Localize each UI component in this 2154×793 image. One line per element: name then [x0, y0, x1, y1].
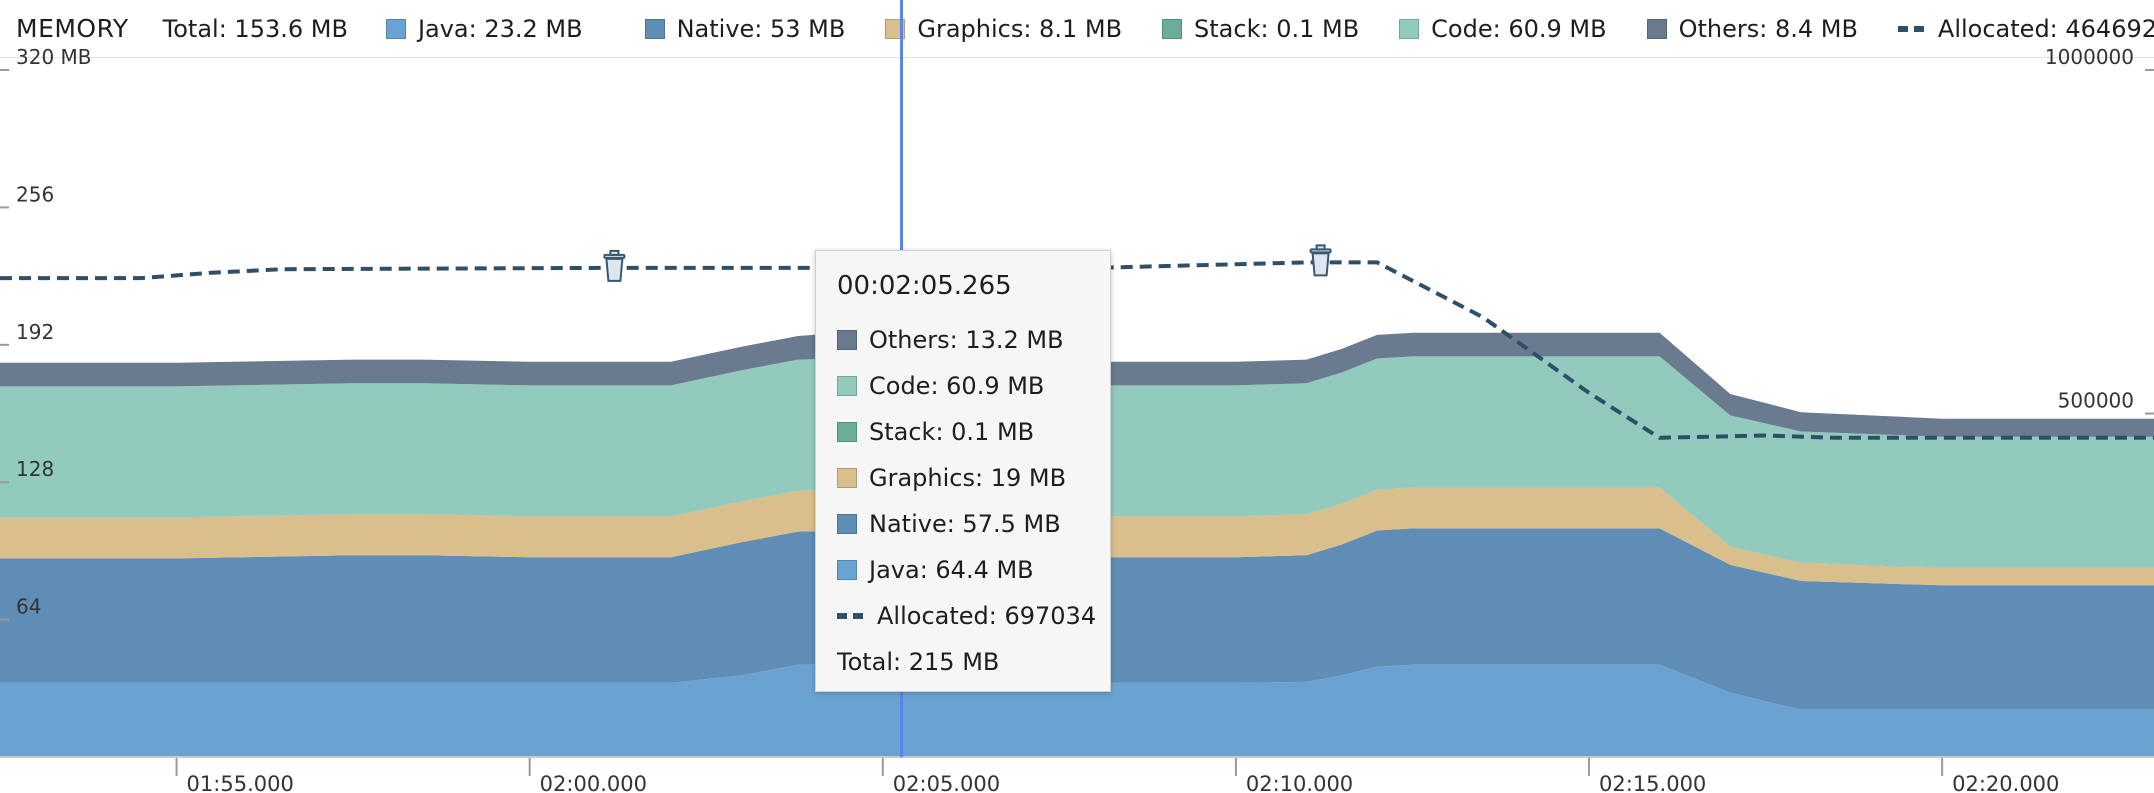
tooltip-java-swatch: [837, 560, 857, 580]
legend-allocated-label: Allocated: 464692: [1937, 14, 2154, 43]
tooltip-graphics-label: Graphics: 19 MB: [869, 464, 1067, 492]
tooltip-stack-swatch: [837, 422, 857, 442]
y2-tick-label-1: 500000: [2058, 389, 2134, 413]
area-java: [0, 662, 2154, 757]
tooltip-others-label: Others: 13.2 MB: [869, 326, 1064, 354]
legend-others-label: Others: 8.4 MB: [1678, 14, 1858, 43]
x-tick-label-3: 02:10.000: [1246, 772, 1353, 793]
legend-title: MEMORY: [16, 14, 129, 43]
y2-tick-label-0: 1000000: [2045, 45, 2134, 69]
x-tick-label-5: 02:20.000: [1952, 772, 2059, 793]
legend-stack: Stack: 0.1 MB: [1162, 15, 1359, 43]
legend-code-swatch: [1399, 18, 1420, 39]
tooltip-row-stack: Stack: 0.1 MB: [837, 409, 1110, 455]
legend-graphics-label: Graphics: 8.1 MB: [917, 14, 1123, 43]
x-tick-label-4: 02:15.000: [1599, 772, 1706, 793]
tooltip-row-native: Native: 57.5 MB: [837, 501, 1110, 547]
y-tick-label-4: 64: [16, 595, 41, 619]
legend-stack-label: Stack: 0.1 MB: [1194, 14, 1360, 43]
legend-native-label: Native: 53 MB: [676, 14, 846, 43]
tooltip-row-graphics: Graphics: 19 MB: [837, 455, 1110, 501]
memory-legend: MEMORY Total: 153.6 MB Java: 23.2 MB Nat…: [0, 0, 2154, 58]
tooltip-native-label: Native: 57.5 MB: [869, 510, 1061, 538]
tooltip-time: 00:02:05.265: [837, 271, 1012, 301]
y-tick-label-2: 192: [16, 320, 54, 344]
legend-java: Java: 23.2 MB: [385, 14, 583, 43]
tooltip-graphics-swatch: [837, 468, 857, 488]
tooltip-row-others: Others: 13.2 MB: [837, 317, 1110, 363]
y-tick-label-3: 128: [16, 457, 54, 481]
legend-stack-swatch: [1162, 18, 1183, 39]
legend-code-label: Code: 60.9 MB: [1431, 14, 1607, 43]
tooltip-code-swatch: [837, 376, 857, 396]
tooltip-java-label: Java: 64.4 MB: [869, 556, 1034, 584]
tooltip-native-swatch: [837, 514, 857, 534]
x-tick-label-1: 02:00.000: [540, 772, 647, 793]
tooltip-row-java: Java: 64.4 MB: [837, 547, 1110, 593]
tooltip-stack-label: Stack: 0.1 MB: [869, 418, 1035, 446]
x-tick-label-2: 02:05.000: [893, 772, 1000, 793]
legend-native: Native: 53 MB: [644, 14, 846, 43]
trash-icon[interactable]: [603, 249, 626, 282]
tooltip-row-allocated: Allocated: 697034: [837, 593, 1110, 639]
tooltip-allocated-dash: [837, 613, 863, 619]
y-tick-label-1: 256: [16, 182, 54, 206]
legend-total: Total: 153.6 MB: [162, 14, 348, 43]
y-tick-label-0: 320 MB: [16, 45, 92, 69]
legend-allocated: Allocated: 464692: [1897, 14, 2154, 43]
x-tick-label-0: 01:55.000: [187, 772, 294, 793]
legend-java-label: Java: 23.2 MB: [417, 14, 583, 43]
tooltip-allocated-label: Allocated: 697034: [877, 602, 1097, 630]
trash-icon[interactable]: [1309, 244, 1332, 277]
tooltip-code-label: Code: 60.9 MB: [869, 372, 1045, 400]
legend-others: Others: 8.4 MB: [1646, 14, 1858, 43]
legend-java-swatch: [385, 18, 406, 39]
legend-native-swatch: [644, 18, 665, 39]
memory-tooltip: 00:02:05.265 Others: 13.2 MB Code: 60.9 …: [815, 250, 1111, 692]
legend-code: Code: 60.9 MB: [1399, 14, 1607, 43]
legend-graphics: Graphics: 8.1 MB: [885, 15, 1122, 43]
legend-others-swatch: [1646, 18, 1667, 39]
legend-allocated-dash: [1897, 25, 1924, 32]
tooltip-total: Total: 215 MB: [837, 648, 1000, 676]
tooltip-others-swatch: [837, 330, 857, 350]
tooltip-row-code: Code: 60.9 MB: [837, 363, 1110, 409]
